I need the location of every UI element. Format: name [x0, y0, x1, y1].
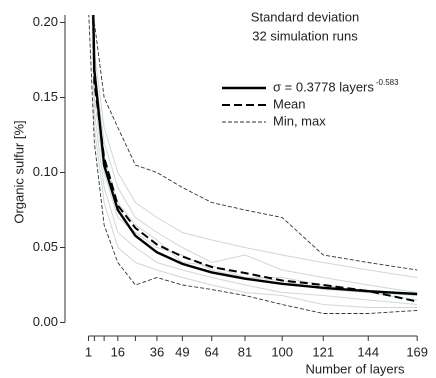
series-line — [88, 15, 418, 314]
y-tick-label: 0.15 — [33, 89, 58, 104]
series-line — [92, 15, 418, 296]
run-line — [92, 15, 418, 305]
annotation: Standard deviation — [251, 9, 359, 24]
legend-label: σ = 0.3778 layers — [273, 79, 374, 94]
x-tick-label: 16 — [111, 344, 125, 359]
run-line — [92, 15, 418, 278]
run-line — [92, 15, 418, 301]
legend-label: Min, max — [273, 113, 326, 128]
annotation: 32 simulation runs — [252, 28, 358, 43]
run-line — [91, 15, 418, 308]
y-tick-label: 0.05 — [33, 239, 58, 254]
y-axis-label: Organic sulfur [%] — [11, 120, 26, 223]
run-line — [92, 15, 418, 296]
x-tick-label: 100 — [271, 344, 293, 359]
x-tick-label: 144 — [357, 344, 379, 359]
legend-label: Mean — [273, 96, 306, 111]
x-tick-label: 1 — [85, 344, 92, 359]
x-tick-label: 64 — [205, 344, 219, 359]
x-tick-label: 121 — [312, 344, 334, 359]
x-tick-label: 81 — [238, 344, 252, 359]
x-tick-label: 49 — [175, 344, 189, 359]
legend-exponent: -0.583 — [376, 78, 399, 87]
y-tick-label: 0.00 — [33, 314, 58, 329]
run-line — [92, 15, 418, 293]
x-axis-label: Number of layers — [306, 361, 405, 376]
x-tick-label: 36 — [150, 344, 164, 359]
y-tick-label: 0.10 — [33, 164, 58, 179]
x-tick-label: 169 — [406, 344, 428, 359]
plot-area — [88, 15, 418, 314]
series-line — [93, 15, 418, 271]
series-line — [92, 15, 418, 303]
y-tick-label: 0.20 — [33, 14, 58, 29]
